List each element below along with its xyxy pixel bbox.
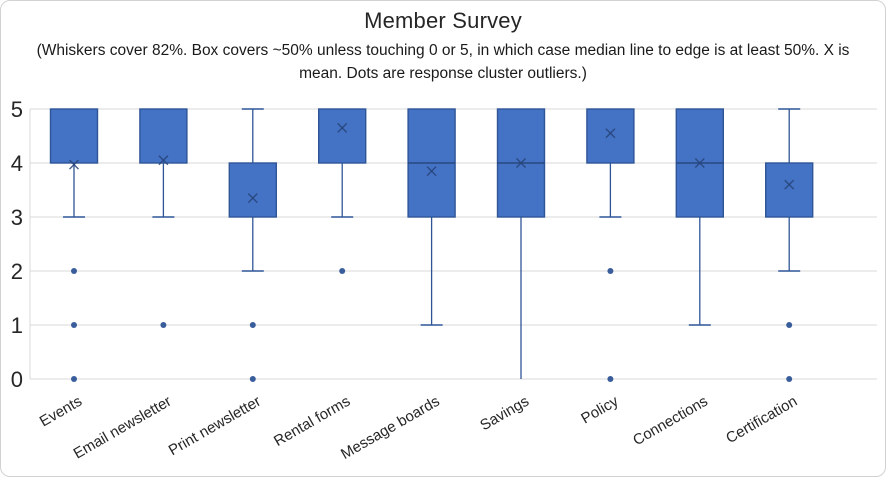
- mean-x-marker: [694, 158, 705, 168]
- box-plot-email-newsletter: [139, 108, 188, 328]
- box-plot-savings: [496, 108, 546, 379]
- outlier-dot: [71, 322, 77, 328]
- box-plot-certification: [765, 108, 814, 382]
- y-tick-label: 5: [11, 97, 23, 122]
- x-category-label: Rental forms: [271, 393, 353, 450]
- x-category-label: Print newsletter: [166, 393, 264, 459]
- outlier-dot: [71, 376, 77, 382]
- box-plot-rental-forms: [318, 108, 367, 274]
- outlier-dot: [71, 268, 77, 274]
- y-tick-label: 4: [11, 151, 23, 176]
- mean-x-marker: [426, 166, 437, 177]
- box: [318, 108, 367, 164]
- mean-x-marker: [784, 179, 795, 190]
- box: [228, 162, 278, 218]
- outlier-dot: [607, 376, 614, 382]
- outlier-dot: [249, 376, 256, 382]
- x-category-label: Email newsletter: [71, 393, 175, 463]
- x-category-label: Connections: [630, 393, 711, 449]
- outlier-dot: [786, 322, 793, 328]
- y-tick-label: 0: [11, 367, 23, 392]
- mean-x-marker: [69, 159, 79, 170]
- outlier-dot: [249, 322, 256, 328]
- x-category-label: Events: [37, 393, 85, 431]
- y-tick-label: 3: [11, 205, 23, 230]
- x-category-label: Savings: [477, 393, 532, 434]
- y-tick-label: 1: [11, 313, 23, 338]
- chart-title: Member Survey: [364, 8, 522, 33]
- box: [139, 108, 188, 164]
- mean-x-marker: [247, 193, 258, 204]
- outlier-dot: [786, 376, 793, 382]
- mean-x-marker: [158, 155, 169, 166]
- x-category-label: Certification: [723, 393, 800, 447]
- y-tick-label: 2: [11, 259, 23, 284]
- box: [49, 108, 99, 164]
- x-category-label: Policy: [578, 392, 622, 427]
- box-plot-policy: [586, 108, 635, 382]
- box: [765, 162, 814, 218]
- box-plot-connections: [675, 108, 724, 326]
- box-plot-events: [49, 108, 99, 382]
- box-plot-print-newsletter: [228, 108, 278, 382]
- outlier-dot: [160, 322, 167, 328]
- chart-subtitle: (Whiskers cover 82%. Box covers ~50% unl…: [36, 42, 850, 82]
- mean-x-marker: [605, 128, 616, 139]
- mean-x-marker: [337, 122, 348, 133]
- mean-x-marker: [516, 158, 526, 168]
- x-category-label: Message boards: [338, 393, 443, 463]
- box: [586, 108, 635, 164]
- outlier-dot: [607, 268, 614, 274]
- box-plot-message-boards: [407, 108, 456, 326]
- outlier-dot: [339, 268, 346, 274]
